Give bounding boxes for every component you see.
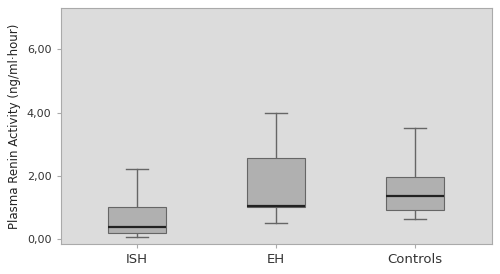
Y-axis label: Plasma Renin Activity (ng/ml·hour): Plasma Renin Activity (ng/ml·hour) [8, 23, 22, 229]
Bar [108, 207, 166, 233]
Bar [386, 177, 444, 210]
Bar [247, 158, 306, 207]
